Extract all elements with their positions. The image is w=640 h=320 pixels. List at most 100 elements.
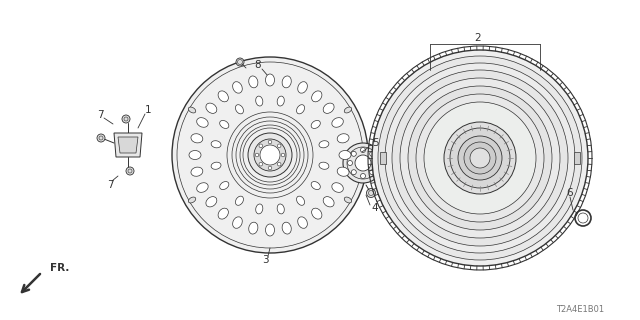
Ellipse shape (282, 76, 291, 88)
Circle shape (343, 143, 383, 183)
Ellipse shape (296, 196, 305, 205)
Text: 2: 2 (475, 33, 481, 43)
Circle shape (281, 153, 285, 157)
Circle shape (470, 148, 490, 168)
Circle shape (370, 170, 374, 175)
Circle shape (458, 136, 502, 180)
Ellipse shape (319, 141, 329, 148)
Ellipse shape (312, 208, 322, 219)
Ellipse shape (323, 103, 334, 113)
Ellipse shape (332, 183, 343, 192)
Circle shape (277, 162, 281, 166)
Ellipse shape (339, 150, 351, 159)
Circle shape (444, 122, 516, 194)
Bar (380, 152, 386, 164)
Ellipse shape (206, 196, 217, 207)
Text: T2A4E1B01: T2A4E1B01 (556, 306, 604, 315)
Circle shape (126, 167, 134, 175)
Text: 3: 3 (262, 255, 268, 265)
Circle shape (370, 151, 374, 156)
Text: 5: 5 (372, 138, 378, 148)
Circle shape (400, 78, 560, 238)
Ellipse shape (266, 74, 275, 86)
Ellipse shape (249, 222, 258, 234)
Circle shape (254, 139, 286, 171)
Ellipse shape (298, 217, 307, 228)
Bar (574, 152, 580, 164)
Ellipse shape (191, 134, 203, 143)
Text: 4: 4 (372, 203, 378, 213)
Circle shape (378, 56, 582, 260)
Ellipse shape (218, 208, 228, 219)
Ellipse shape (191, 167, 203, 176)
Circle shape (351, 170, 356, 175)
Circle shape (372, 50, 588, 266)
Circle shape (259, 162, 262, 166)
Ellipse shape (218, 91, 228, 102)
Circle shape (385, 63, 575, 253)
Text: 8: 8 (255, 60, 261, 70)
Ellipse shape (196, 183, 208, 192)
Ellipse shape (220, 120, 229, 128)
Ellipse shape (298, 82, 307, 93)
Ellipse shape (312, 91, 322, 102)
Text: 7: 7 (97, 110, 103, 120)
Ellipse shape (211, 162, 221, 169)
Text: FR.: FR. (50, 263, 69, 273)
Circle shape (260, 145, 280, 165)
Ellipse shape (337, 134, 349, 143)
Ellipse shape (311, 120, 321, 128)
Circle shape (360, 173, 365, 179)
Ellipse shape (188, 197, 196, 203)
Circle shape (268, 140, 272, 144)
Ellipse shape (277, 204, 284, 214)
Circle shape (464, 142, 496, 174)
Ellipse shape (249, 76, 258, 88)
Ellipse shape (282, 222, 291, 234)
Ellipse shape (323, 196, 334, 207)
Circle shape (236, 58, 244, 66)
Circle shape (255, 153, 259, 157)
Circle shape (392, 70, 568, 246)
Ellipse shape (319, 162, 329, 169)
Circle shape (424, 102, 536, 214)
Ellipse shape (233, 217, 243, 228)
Circle shape (97, 134, 105, 142)
Ellipse shape (266, 224, 275, 236)
Circle shape (360, 148, 365, 153)
Ellipse shape (220, 181, 229, 189)
Ellipse shape (233, 82, 243, 93)
Ellipse shape (296, 105, 305, 114)
Circle shape (268, 166, 272, 170)
Ellipse shape (332, 118, 343, 127)
Circle shape (172, 57, 368, 253)
Ellipse shape (344, 197, 351, 203)
Circle shape (367, 188, 376, 197)
Ellipse shape (337, 167, 349, 176)
Polygon shape (118, 137, 138, 153)
Circle shape (122, 115, 130, 123)
Ellipse shape (277, 96, 284, 106)
Circle shape (277, 144, 281, 148)
Ellipse shape (236, 196, 243, 205)
Circle shape (348, 161, 353, 165)
Ellipse shape (256, 204, 263, 214)
Ellipse shape (188, 107, 196, 113)
Text: 1: 1 (145, 105, 151, 115)
Circle shape (374, 161, 378, 165)
Circle shape (351, 151, 356, 156)
Ellipse shape (211, 141, 221, 148)
Circle shape (259, 144, 262, 148)
Circle shape (248, 133, 292, 177)
Ellipse shape (256, 96, 263, 106)
Ellipse shape (236, 105, 243, 114)
Circle shape (408, 86, 552, 230)
Ellipse shape (196, 118, 208, 127)
Circle shape (355, 155, 371, 171)
Ellipse shape (311, 181, 321, 189)
Ellipse shape (206, 103, 217, 113)
Text: 6: 6 (566, 188, 573, 198)
Text: 7: 7 (107, 180, 113, 190)
Circle shape (416, 94, 544, 222)
Ellipse shape (189, 150, 201, 159)
